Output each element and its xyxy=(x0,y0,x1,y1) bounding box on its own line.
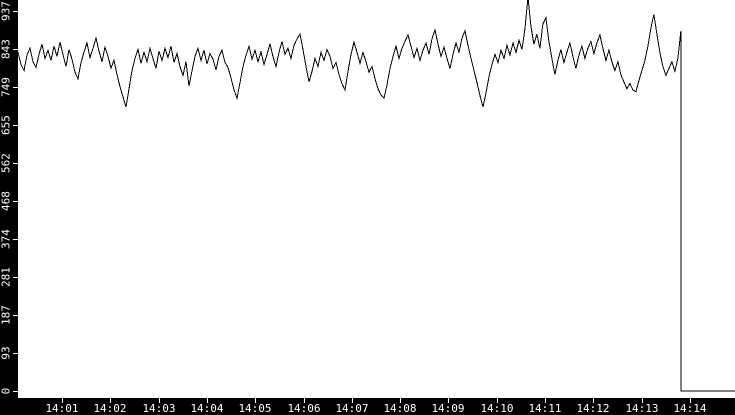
x-tick xyxy=(690,398,691,403)
x-tick-label: 14:08 xyxy=(383,402,417,415)
y-tick-label: 937 xyxy=(0,1,13,21)
y-tick xyxy=(13,11,18,12)
x-tick xyxy=(400,398,401,403)
y-tick xyxy=(13,201,18,202)
x-tick-label: 14:11 xyxy=(528,402,562,415)
x-tick xyxy=(62,398,63,403)
x-tick-label: 14:04 xyxy=(190,402,224,415)
y-tick-label: 93 xyxy=(0,346,13,360)
y-tick xyxy=(13,163,18,164)
x-tick-label: 14:01 xyxy=(45,402,79,415)
y-tick-label: 468 xyxy=(0,191,13,211)
y-tick-label: 843 xyxy=(0,39,13,59)
x-tick xyxy=(207,398,208,403)
x-tick xyxy=(159,398,160,403)
plot-area xyxy=(18,0,735,398)
x-tick-label: 14:03 xyxy=(142,402,176,415)
x-tick-label: 14:13 xyxy=(625,402,659,415)
y-tick-label: 749 xyxy=(0,77,13,97)
y-axis xyxy=(0,0,18,415)
y-tick xyxy=(13,239,18,240)
y-tick xyxy=(13,391,18,392)
y-tick-label: 281 xyxy=(0,267,13,287)
y-tick-label: 374 xyxy=(0,229,13,249)
x-tick-label: 14:10 xyxy=(480,402,514,415)
y-tick-label: 655 xyxy=(0,115,13,135)
x-tick-label: 14:12 xyxy=(576,402,610,415)
x-tick-label: 14:05 xyxy=(238,402,272,415)
x-tick xyxy=(545,398,546,403)
series-line xyxy=(18,0,735,392)
x-tick xyxy=(110,398,111,403)
x-tick-label: 14:06 xyxy=(287,402,321,415)
x-tick xyxy=(352,398,353,403)
y-tick-label: 0 xyxy=(0,387,13,395)
y-tick-label: 187 xyxy=(0,305,13,325)
y-tick xyxy=(13,277,18,278)
x-tick-label: 14:14 xyxy=(673,402,707,415)
x-tick xyxy=(255,398,256,403)
x-tick-label: 14:07 xyxy=(335,402,369,415)
y-tick xyxy=(13,125,18,126)
y-tick xyxy=(13,87,18,88)
x-tick xyxy=(642,398,643,403)
x-tick xyxy=(593,398,594,403)
x-tick xyxy=(448,398,449,403)
y-tick-label: 562 xyxy=(0,153,13,173)
x-axis xyxy=(0,398,735,415)
y-tick xyxy=(13,49,18,50)
y-tick xyxy=(13,353,18,354)
x-tick-label: 14:02 xyxy=(93,402,127,415)
x-tick xyxy=(304,398,305,403)
series-line-svg xyxy=(18,0,735,392)
x-tick-label: 14:09 xyxy=(431,402,465,415)
x-tick xyxy=(497,398,498,403)
y-tick xyxy=(13,315,18,316)
